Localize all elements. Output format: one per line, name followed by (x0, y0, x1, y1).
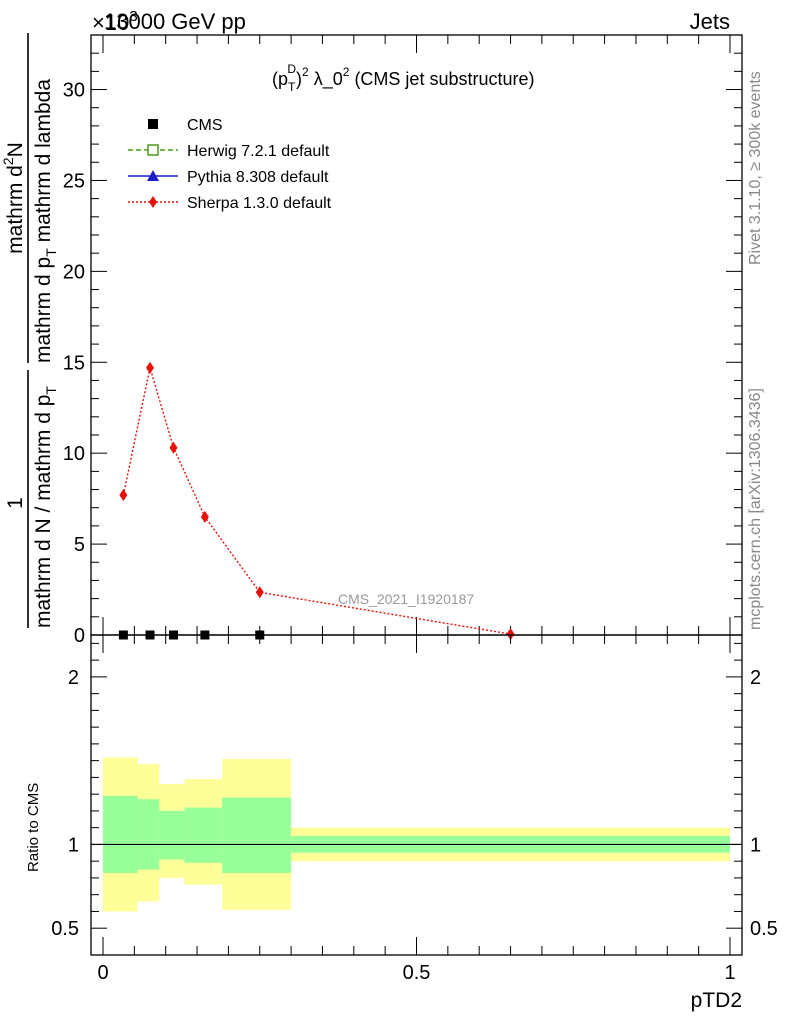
ratio-y-ticks: 0.5 0.5 1 1 2 2 (51, 642, 778, 940)
legend-marker-square (148, 119, 158, 129)
ylabel-denominator-left: mathrm d N / mathrm d pT (32, 386, 59, 628)
main-y-tick-label: 25 (63, 170, 85, 192)
legend-marker-open-square (147, 144, 159, 156)
ylabel-numerator-left: 1 (4, 497, 27, 509)
x-tick-label: 0 (97, 962, 108, 984)
legend-entry: Sherpa 1.3.0 default (128, 195, 332, 212)
main-y-tick-label: 20 (63, 261, 85, 283)
x-tick-label: 1 (724, 962, 735, 984)
x-tick-label: 0.5 (403, 962, 431, 984)
sherpa-line (122, 367, 511, 635)
sherpa-point (119, 489, 128, 501)
ratio-y-tick-label: 1 (68, 834, 79, 856)
plot-title: (pTD)2 λ_02 (CMS jet substructure) (272, 62, 534, 94)
sherpa-point (169, 441, 178, 454)
legend: CMS Herwig 7.2.1 default Pythia 8.308 defa… (128, 117, 332, 212)
ratio-y-tick-label-right: 1 (750, 834, 761, 856)
legend-label: Sherpa 1.3.0 default (187, 195, 332, 212)
main-y-tick-label: 15 (63, 352, 85, 374)
main-ylabel: 1 mathrm d N / mathrm d pT mathrm d2N ma… (0, 33, 59, 628)
exponent-label: ×103 (92, 8, 138, 35)
uncertainty-band-green (222, 797, 292, 873)
ratio-y-tick-label: 2 (68, 667, 79, 689)
main-y-ticks: 0 5 10 15 20 25 30 (63, 52, 742, 647)
main-y-tick-label: 10 (63, 443, 85, 465)
ylabel-numerator-right: mathrm d2N (0, 142, 27, 254)
uncertainty-band-green (159, 810, 185, 860)
legend-label: Herwig 7.2.1 default (187, 143, 330, 160)
uncertainty-band-green (184, 807, 223, 863)
uncertainty-band-green (103, 795, 138, 873)
main-y-tick-label: 5 (74, 534, 85, 556)
legend-entry: CMS (148, 117, 223, 134)
ratio-y-tick-label-right: 0.5 (750, 918, 778, 940)
ratio-y-tick-label-right: 2 (750, 667, 761, 689)
header-left: 13000 GeV pp (104, 9, 246, 34)
x-axis-label: pTD2 (691, 989, 742, 1012)
legend-entry: Herwig 7.2.1 default (128, 143, 330, 160)
ratio-ylabel: Ratio to CMS (25, 783, 42, 872)
ratio-x-ticks: 0 0.5 1 (97, 635, 736, 984)
ylabel-denominator-right: mathrm d pT mathrm d lambda (32, 79, 59, 363)
main-y-tick-label: 30 (63, 80, 85, 102)
legend-entry: Pythia 8.308 default (128, 169, 329, 186)
uncertainty-band-green (137, 799, 160, 870)
ratio-y-tick-label: 0.5 (51, 918, 79, 940)
ratio-bands (103, 757, 730, 912)
legend-label: CMS (187, 117, 223, 134)
sherpa-point (506, 628, 515, 641)
sherpa-point (146, 361, 155, 374)
rivet-label: Rivet 3.1.10, ≥ 300k events (747, 71, 764, 265)
header-right: Jets (690, 9, 730, 34)
legend-marker-diamond (149, 196, 157, 208)
legend-label: Pythia 8.308 default (187, 169, 329, 186)
main-y-tick-label: 0 (74, 625, 85, 647)
legend-marker-triangle (147, 170, 159, 181)
mcplots-label: mcplots.cern.ch [arXiv:1306.3436] (747, 388, 764, 630)
main-x-ticks (102, 35, 731, 635)
sherpa-point (200, 510, 209, 523)
analysis-watermark: CMS_2021_I1920187 (338, 591, 474, 607)
sherpa-point (255, 586, 264, 599)
